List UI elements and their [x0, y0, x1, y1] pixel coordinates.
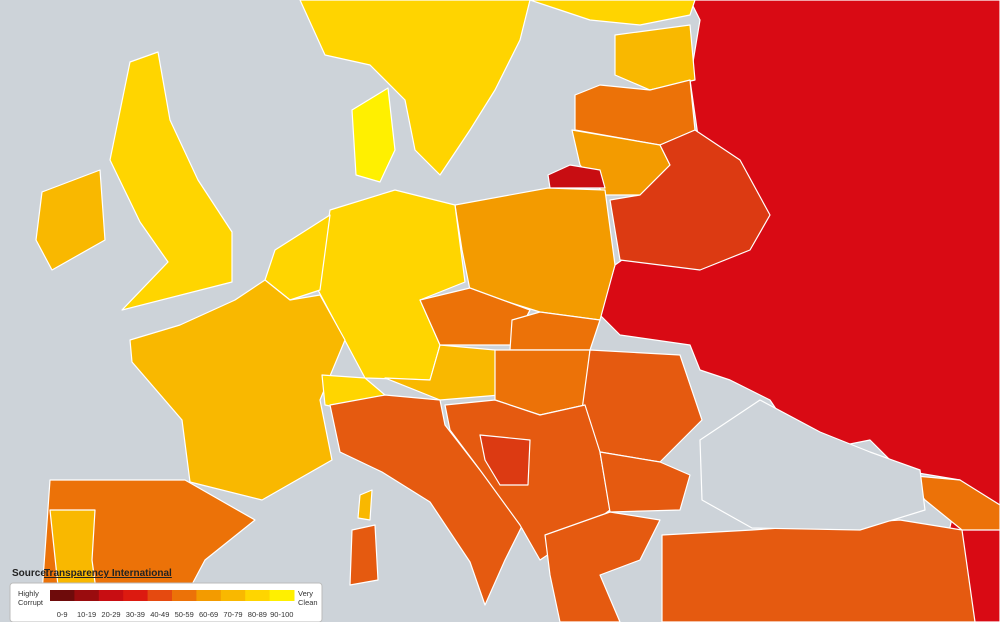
legend-bin-label: 20-29	[101, 610, 120, 619]
island	[349, 524, 379, 586]
legend-swatch	[196, 590, 222, 601]
legend-bin-label: 80-89	[248, 610, 267, 619]
legend-bin-label: 30-39	[126, 610, 145, 619]
country	[479, 434, 531, 486]
country	[581, 349, 703, 463]
source-link[interactable]: Transparency International	[44, 568, 172, 579]
legend-swatch	[147, 590, 173, 601]
country	[529, 0, 696, 26]
country	[509, 311, 601, 351]
legend-swatch	[172, 590, 197, 601]
country	[661, 519, 976, 622]
legend-swatch	[245, 590, 271, 601]
legend-high: Clean	[298, 598, 318, 607]
country	[609, 129, 771, 271]
legend-swatch	[74, 590, 100, 601]
countries	[35, 0, 1000, 622]
island	[357, 489, 373, 521]
country	[544, 511, 661, 622]
country	[904, 474, 1000, 531]
country	[264, 214, 331, 301]
legend-bin-label: 0-9	[57, 610, 68, 619]
country	[599, 451, 691, 513]
legend-swatch	[269, 590, 295, 601]
legend-bin-label: 10-19	[77, 610, 96, 619]
legend-swatch	[123, 590, 149, 601]
country	[614, 24, 696, 91]
legend-bin-label: 60-69	[199, 610, 218, 619]
country	[329, 394, 526, 606]
legend-bin-label: 90-100	[270, 610, 293, 619]
source-label: Source:	[12, 568, 49, 579]
legend-swatch	[98, 590, 124, 601]
legend-high: Very	[298, 589, 313, 598]
country	[351, 87, 396, 183]
legend-swatch	[50, 590, 75, 601]
country	[547, 164, 606, 189]
legend-swatch	[220, 590, 246, 601]
country	[35, 169, 106, 271]
country	[109, 51, 233, 311]
country	[129, 279, 346, 501]
sea	[699, 399, 926, 531]
legend-bin-label: 40-49	[150, 610, 169, 619]
legend-bin-label: 50-59	[175, 610, 194, 619]
country	[299, 0, 531, 176]
legend-bin-label: 70-79	[223, 610, 242, 619]
legend-low: Highly	[18, 589, 39, 598]
legend-low: Corrupt	[18, 598, 44, 607]
